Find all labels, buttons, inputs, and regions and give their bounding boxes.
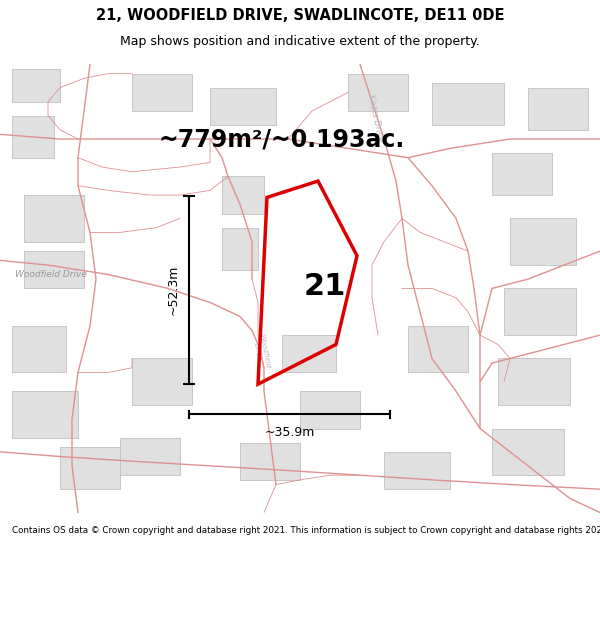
Polygon shape [510, 218, 576, 265]
Text: Map shows position and indicative extent of the property.: Map shows position and indicative extent… [120, 35, 480, 48]
Text: ~35.9m: ~35.9m [265, 426, 314, 439]
Text: ~779m²/~0.193ac.: ~779m²/~0.193ac. [159, 127, 405, 151]
Polygon shape [432, 83, 504, 125]
Polygon shape [282, 335, 336, 372]
Text: 21: 21 [304, 272, 346, 301]
Polygon shape [240, 442, 300, 480]
Polygon shape [498, 359, 570, 405]
Polygon shape [528, 88, 588, 130]
Polygon shape [12, 69, 60, 102]
Polygon shape [384, 452, 450, 489]
Text: Woodfield
Drive: Woodfield Drive [251, 333, 271, 370]
Polygon shape [300, 391, 360, 429]
Polygon shape [504, 289, 576, 335]
Text: ~52.3m: ~52.3m [167, 265, 180, 315]
Polygon shape [408, 326, 468, 372]
Text: Woodfield Drive: Woodfield Drive [15, 270, 87, 279]
Text: 21, WOODFIELD DRIVE, SWADLINCOTE, DE11 0DE: 21, WOODFIELD DRIVE, SWADLINCOTE, DE11 0… [96, 8, 504, 23]
Polygon shape [132, 359, 192, 405]
Polygon shape [348, 74, 408, 111]
Polygon shape [210, 88, 276, 125]
Polygon shape [12, 326, 66, 372]
Polygon shape [12, 116, 54, 158]
Polygon shape [492, 429, 564, 475]
Polygon shape [24, 195, 84, 242]
Polygon shape [120, 438, 180, 475]
Polygon shape [222, 228, 258, 270]
Polygon shape [132, 74, 192, 111]
Polygon shape [60, 447, 120, 489]
Text: Contains OS data © Crown copyright and database right 2021. This information is : Contains OS data © Crown copyright and d… [12, 526, 600, 535]
Polygon shape [222, 176, 264, 214]
Polygon shape [12, 391, 78, 438]
Polygon shape [492, 153, 552, 195]
Text: Keats Drive: Keats Drive [365, 94, 385, 142]
Polygon shape [24, 251, 84, 289]
